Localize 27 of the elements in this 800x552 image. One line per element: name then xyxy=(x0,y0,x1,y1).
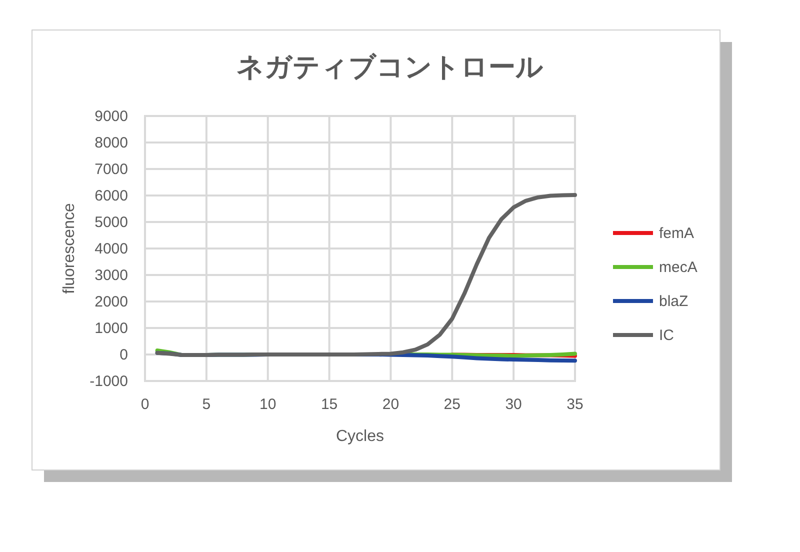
x-axis-title: Cycles xyxy=(336,428,384,445)
x-tick-label: 25 xyxy=(444,396,460,413)
x-tick-label: 0 xyxy=(140,396,150,413)
y-tick-label: -1000 xyxy=(90,373,128,390)
y-tick-label: 3000 xyxy=(94,267,128,284)
legend-label: mecA xyxy=(659,259,698,276)
y-tick-label: 8000 xyxy=(94,134,128,152)
x-tick-label: 15 xyxy=(320,396,338,413)
legend-label: IC xyxy=(659,327,674,344)
line-series xyxy=(155,192,577,358)
y-axis-title: fluorescence xyxy=(61,203,78,294)
y-tick-label: 6000 xyxy=(94,188,128,204)
y-tick-label: 1000 xyxy=(94,320,128,337)
y-tick-label: 4000 xyxy=(94,240,128,258)
y-tick-label: 5000 xyxy=(94,214,128,231)
x-tick-label: 35 xyxy=(566,396,584,413)
x-tick-label: 5 xyxy=(202,396,211,413)
x-tick-label: 30 xyxy=(505,396,522,413)
x-tick-label: 10 xyxy=(260,396,276,413)
y-tick-label: 0 xyxy=(120,346,128,364)
legend-label: femA xyxy=(659,225,694,242)
legend-label: blaZ xyxy=(659,293,688,310)
chart-title: ネガティブコントロール xyxy=(236,52,544,82)
x-tick-label: 20 xyxy=(382,396,400,413)
y-tick-label: 7000 xyxy=(94,161,128,178)
y-tick-label: 2000 xyxy=(94,294,128,310)
y-tick-label: 9000 xyxy=(94,108,128,125)
